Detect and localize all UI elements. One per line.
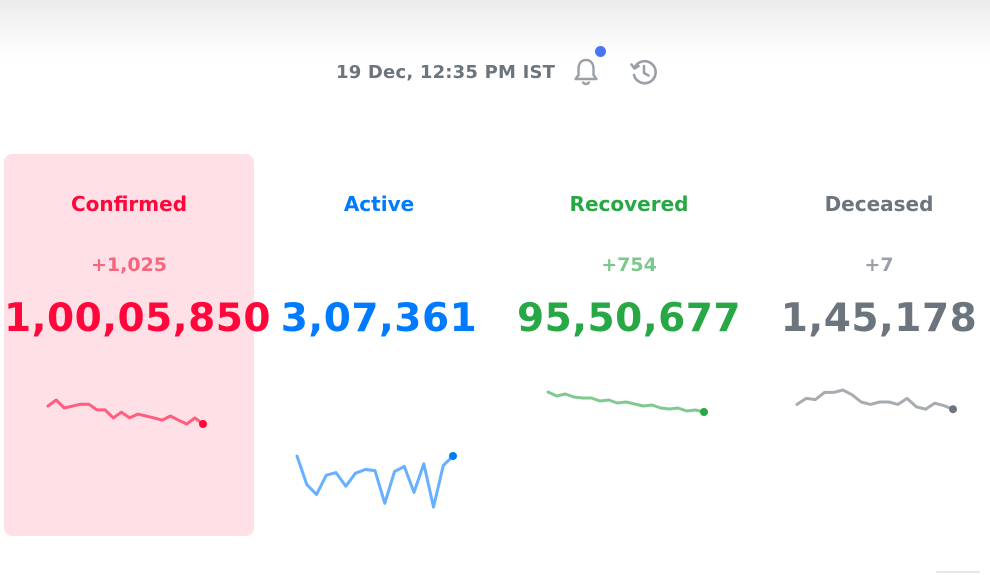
- recovered-title: Recovered: [569, 192, 689, 216]
- recovered-card[interactable]: Recovered +754 95,50,677: [504, 154, 754, 536]
- recovered-delta: +754: [601, 254, 657, 276]
- top-shade: [0, 0, 990, 60]
- active-title: Active: [343, 192, 415, 216]
- confirmed-card[interactable]: Confirmed +1,025 1,00,05,850: [4, 154, 272, 536]
- confirmed-trend-line: [46, 398, 205, 426]
- deceased-sparkline: [795, 388, 957, 414]
- last-updated-timestamp: 19 Dec, 12:35 PM IST: [336, 62, 556, 83]
- deceased-title: Deceased: [824, 192, 934, 216]
- confirmed-title: Confirmed: [70, 192, 188, 216]
- deceased-card[interactable]: Deceased +7 1,45,178: [754, 154, 990, 536]
- confirmed-sparkline: [46, 398, 207, 428]
- recovered-trend-line: [546, 390, 706, 414]
- header-bar: 19 Dec, 12:35 PM IST: [0, 46, 990, 96]
- confirmed-trend-end-dot: [199, 420, 207, 428]
- scroll-hint: [936, 571, 980, 573]
- active-sparkline: [295, 452, 457, 509]
- notification-dot: [595, 46, 606, 57]
- active-trend-line: [295, 454, 455, 509]
- recovered-trend-end-dot: [700, 408, 708, 416]
- recovered-sparkline: [546, 390, 708, 416]
- active-total: 3,07,361: [280, 296, 478, 341]
- recovered-total: 95,50,677: [516, 296, 742, 341]
- deceased-trend-line: [795, 388, 955, 411]
- deceased-trend-end-dot: [949, 405, 957, 414]
- active-card[interactable]: Active 3,07,361: [254, 154, 504, 536]
- deceased-total: 1,45,178: [780, 296, 978, 341]
- confirmed-delta: +1,025: [90, 254, 168, 276]
- active-trend-end-dot: [449, 452, 457, 460]
- bell-icon[interactable]: [571, 56, 601, 88]
- confirmed-total: 1,00,05,850: [4, 296, 272, 341]
- history-icon[interactable]: [628, 56, 658, 88]
- deceased-delta: +7: [864, 254, 894, 276]
- stats-cards: Confirmed +1,025 1,00,05,850 Active 3,07…: [0, 154, 990, 536]
